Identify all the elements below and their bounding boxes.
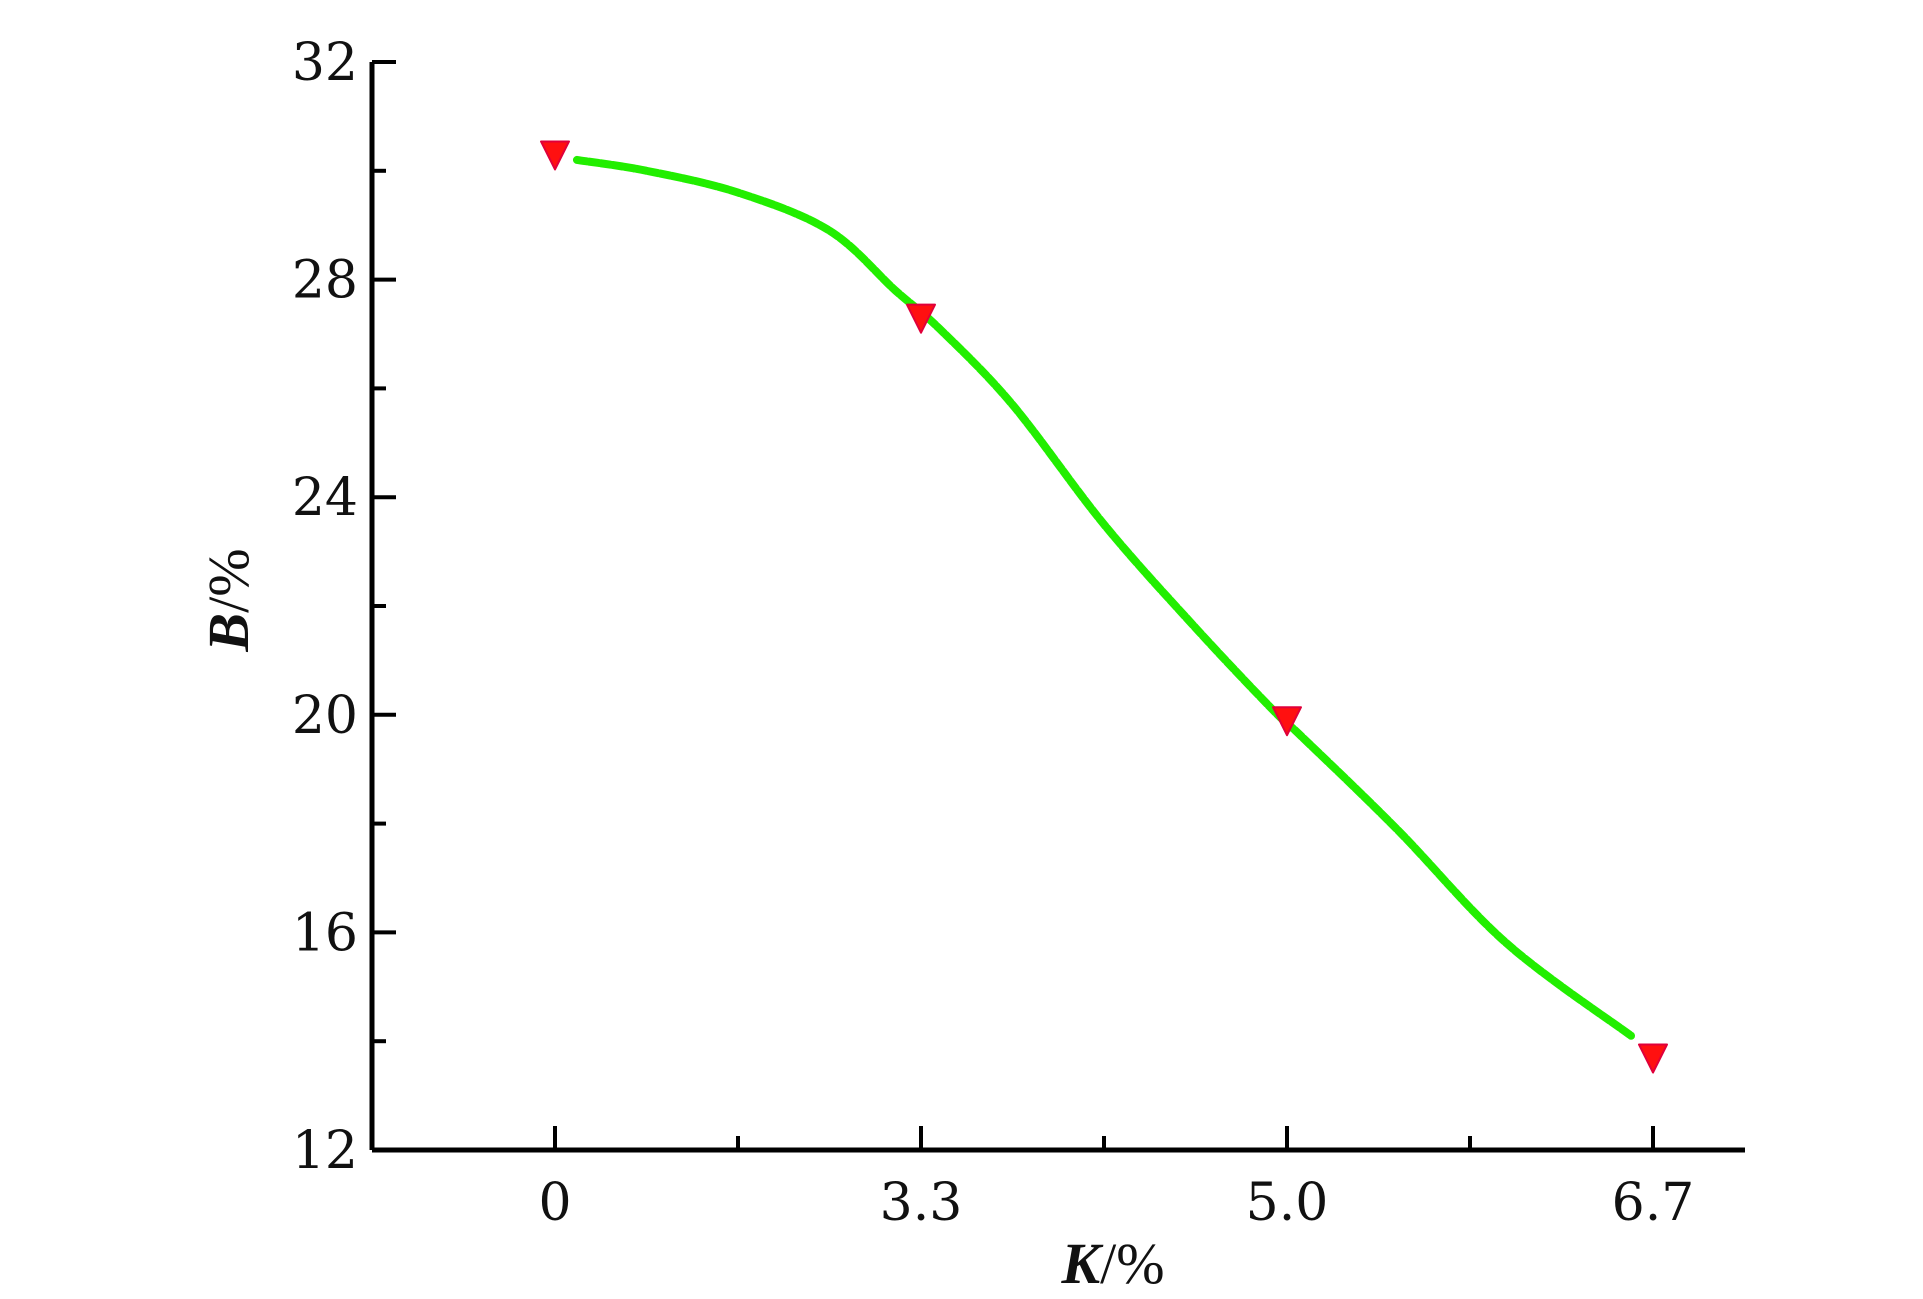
y-tick-label: 24 (292, 468, 358, 528)
x-tick-label: 0 (538, 1173, 571, 1233)
fit-curve (572, 155, 1636, 1040)
axes (369, 62, 1745, 1153)
curve-layer (572, 155, 1636, 1040)
x-axis-title: K/% (1060, 1231, 1164, 1296)
y-tick-label: 32 (292, 33, 358, 93)
y-tick-label: 20 (292, 686, 358, 746)
x-tick-label: 3.3 (880, 1173, 963, 1233)
y-axis-title: B/% (196, 548, 261, 652)
y-ticks: 12 16 20 24 28 32 (292, 33, 396, 1181)
x-tick-label: 5.0 (1246, 1173, 1329, 1233)
data-marker (540, 140, 570, 171)
data-marker (1638, 1043, 1668, 1074)
y-tick-label: 16 (292, 903, 358, 963)
data-marker (1272, 706, 1302, 737)
x-ticks: 0 3.3 5.0 6.7 (538, 1126, 1694, 1233)
y-tick-label: 28 (292, 251, 358, 311)
x-tick-label: 6.7 (1612, 1173, 1695, 1233)
data-marker (906, 303, 936, 334)
marker-layer (540, 140, 1668, 1074)
y-tick-label: 12 (292, 1121, 358, 1181)
